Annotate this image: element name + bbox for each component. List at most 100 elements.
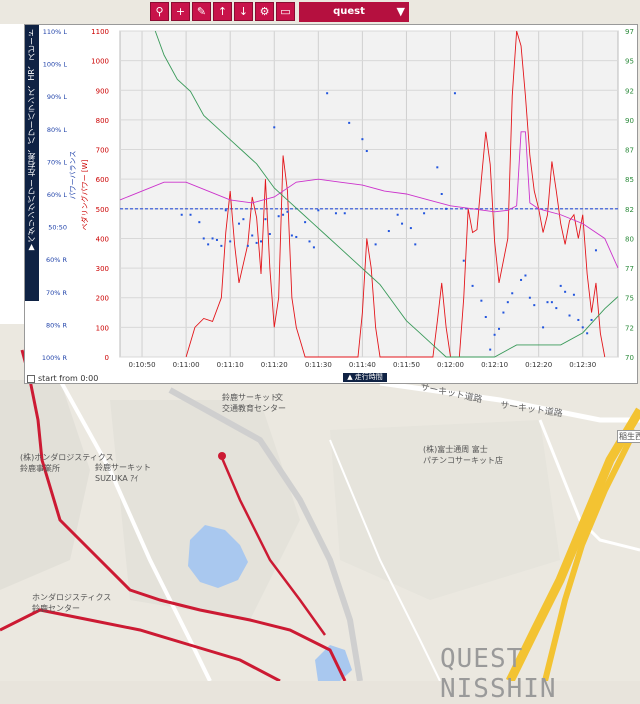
right-tick-label: 92 [625, 87, 634, 95]
balance-tick-label: 70% R [46, 289, 68, 297]
x-tick-label: 0:11:40 [349, 361, 376, 369]
balance-point [520, 278, 523, 281]
x-tick-label: 0:12:20 [525, 361, 552, 369]
balance-point [436, 166, 439, 169]
bike-icon: ⚲ [155, 5, 164, 18]
balance-point [401, 222, 404, 225]
balance-point [506, 301, 509, 304]
edit-icon: ✎ [196, 5, 207, 18]
balance-point [202, 237, 205, 240]
balance-point [524, 274, 527, 277]
balance-point [286, 210, 289, 213]
power-tick-label: 500 [96, 206, 109, 214]
power-axis-label: ペダリングパワー [W] [80, 159, 89, 230]
power-tick-label: 200 [96, 295, 109, 303]
track-route[interactable] [20, 349, 347, 681]
watermark: QUEST NISSHIN [440, 644, 557, 704]
right-tick-label: 82 [625, 206, 634, 214]
x-tick-label: 0:12:10 [481, 361, 508, 369]
right-tick-label: 87 [625, 147, 634, 155]
balance-point [348, 121, 351, 124]
balance-point [423, 212, 426, 215]
speed-line [154, 30, 619, 358]
balance-point [255, 241, 258, 244]
balance-tick-label: 110% L [43, 28, 68, 36]
balance-point [489, 348, 492, 351]
power-tick-label: 900 [96, 87, 109, 95]
quest-select[interactable]: quest ▼ [299, 2, 409, 22]
balance-point [224, 209, 227, 212]
x-tick-label: 0:11:00 [173, 361, 200, 369]
panel-icon: ▭ [280, 5, 291, 18]
toolbar: ⚲ + ✎ ↑ ↓ ⚙ ▭ [150, 2, 295, 24]
x-tick-label: 0:11:20 [261, 361, 288, 369]
balance-point [387, 230, 390, 233]
balance-point [511, 292, 514, 295]
x-tick-label: 0:11:30 [305, 361, 332, 369]
start-from-toggle[interactable]: start from 0:00 [27, 374, 98, 383]
balance-point [251, 234, 254, 237]
balance-point [308, 240, 311, 243]
balance-point [586, 332, 589, 335]
label-pachinko: (株)富士通周 富士 パチンコサーキット店 [423, 445, 503, 465]
balance-point [502, 311, 505, 314]
lake-1 [188, 525, 248, 588]
power-tick-label: 1000 [91, 58, 109, 66]
power-tick-label: 1100 [91, 28, 109, 36]
chart[interactable]: 0:10:50 0:11:00 0:11:10 0:11:20 0:11:30 0:11:… [25, 25, 637, 383]
move-up-button[interactable]: ↑ [213, 2, 232, 21]
balance-point [277, 215, 280, 218]
balance-point [546, 301, 549, 304]
right-tick-label: 85 [625, 176, 634, 184]
balance-point [237, 222, 240, 225]
quest-select-value: quest [333, 6, 365, 17]
power-tick-label: 700 [96, 147, 109, 155]
track-position-marker[interactable] [218, 452, 226, 460]
right-tick-label: 95 [625, 58, 634, 66]
balance-point [229, 240, 232, 243]
balance-point [577, 318, 580, 321]
arrow-up-icon: ↑ [217, 5, 228, 18]
balance-smooth-line [119, 131, 619, 269]
move-down-button[interactable]: ↓ [234, 2, 253, 21]
balance-point [273, 126, 276, 129]
balance-point [471, 284, 474, 287]
balance-point [555, 307, 558, 310]
balance-tick-label: 90% L [47, 93, 68, 101]
balance-tick-label: 60% L [47, 191, 68, 199]
bike-button[interactable]: ⚲ [150, 2, 169, 21]
balance-point [590, 318, 593, 321]
start-from-checkbox[interactable] [27, 374, 35, 383]
settings-button[interactable]: ⚙ [255, 2, 274, 21]
arrow-down-icon: ↓ [238, 5, 249, 18]
panel-button[interactable]: ▭ [276, 2, 295, 21]
chart-side-tab[interactable]: ▼ペダリングパワー 左右差、パワーバランス、HR、スピード [25, 25, 39, 301]
edit-button[interactable]: ✎ [192, 2, 211, 21]
balance-tick-label: 70% L [47, 158, 68, 166]
time-toggle-tab[interactable]: ▲ 走行時間 [343, 373, 387, 382]
balance-point [572, 293, 575, 296]
right-tick-label: 77 [625, 265, 634, 273]
balance-point [189, 213, 192, 216]
x-tick-label: 0:11:50 [393, 361, 420, 369]
x-tick-label: 0:10:50 [129, 361, 156, 369]
balance-point [568, 314, 571, 317]
label-suzuka-circuit: 鈴鹿サーキット SUZUKA ｱｲ [95, 463, 151, 483]
lake-2 [315, 645, 352, 681]
x-tick-label: 0:12:00 [437, 361, 464, 369]
balance-point [453, 92, 456, 95]
power-tick-label: 300 [96, 265, 109, 273]
balance-point [594, 249, 597, 252]
balance-point [180, 213, 183, 216]
add-button[interactable]: + [171, 2, 190, 21]
label-honda-center: ホンダロジスティクス 鈴鹿センター [32, 593, 112, 613]
right-tick-label: 75 [625, 295, 634, 303]
balance-point [268, 233, 271, 236]
balance-tick-label: 100% L [43, 61, 68, 69]
balance-point [581, 326, 584, 329]
balance-point [533, 304, 536, 307]
balance-tick-label: 100% R [42, 354, 68, 362]
highway [505, 407, 640, 681]
label-honda-logistics: (株)ホンダロジスティクス 鈴鹿事業所 [20, 453, 114, 473]
balance-tick-label: 80% L [47, 126, 68, 134]
